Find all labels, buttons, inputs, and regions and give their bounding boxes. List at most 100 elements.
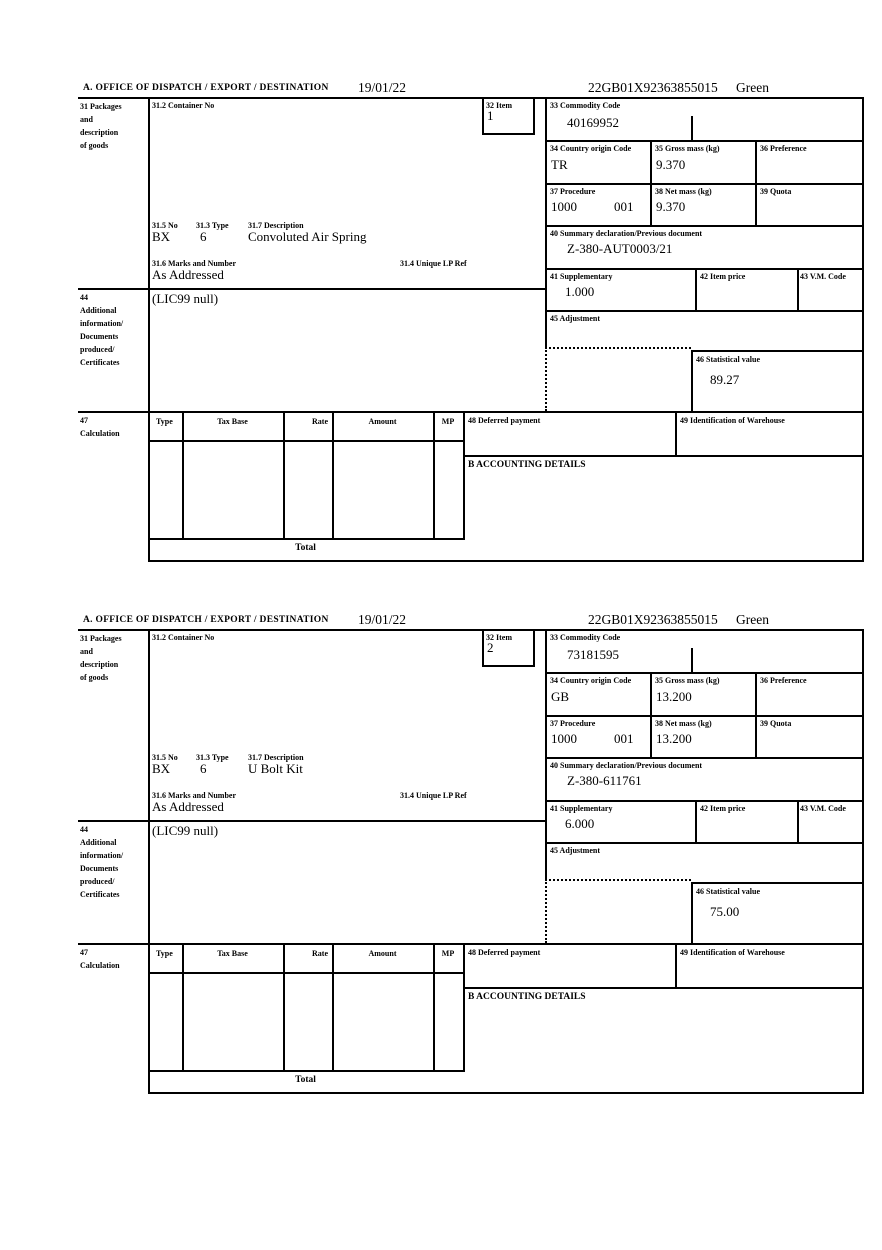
warehouse-id-label: 49 Identification of Warehouse bbox=[680, 416, 785, 425]
divider bbox=[695, 268, 697, 310]
supplementary-label: 41 Supplementary bbox=[550, 272, 613, 281]
box47-calculation-label: 47 Calculation bbox=[80, 416, 120, 438]
quota-label: 39 Quota bbox=[760, 719, 792, 728]
divider bbox=[545, 268, 864, 270]
calc-tax-base-header: Tax Base bbox=[217, 417, 248, 426]
divider bbox=[78, 411, 864, 413]
box44-additional-label: 44 Additional information/ Documents pro… bbox=[80, 825, 124, 899]
marks-number-label: 31.6 Marks and Number bbox=[152, 259, 237, 268]
divider bbox=[283, 943, 285, 1070]
preference-label: 36 Preference bbox=[760, 676, 807, 685]
summary-declaration-value: Z-380-AUT0003/21 bbox=[567, 241, 673, 256]
divider bbox=[482, 133, 535, 135]
procedure-code-value: 1000 bbox=[551, 199, 577, 214]
country-origin-label: 34 Country origin Code bbox=[550, 676, 632, 685]
summary-declaration-value: Z-380-611761 bbox=[567, 773, 642, 788]
description-value: U Bolt Kit bbox=[248, 761, 303, 776]
divider bbox=[545, 310, 864, 312]
item-no-label: 32 Item bbox=[486, 101, 512, 110]
dotted-divider bbox=[545, 347, 547, 411]
divider bbox=[650, 140, 652, 225]
commodity-code-divider bbox=[691, 648, 693, 672]
package-type-label: 31.3 Type bbox=[196, 753, 229, 762]
office-of-dispatch-title: A. OFFICE OF DISPATCH / EXPORT / DESTINA… bbox=[83, 83, 329, 93]
divider bbox=[691, 350, 864, 352]
gross-mass-label: 35 Gross mass (kg) bbox=[655, 144, 720, 153]
divider bbox=[533, 629, 535, 667]
divider bbox=[675, 411, 677, 455]
divider bbox=[545, 842, 864, 844]
divider bbox=[691, 350, 693, 411]
statistical-value: 89.27 bbox=[710, 372, 740, 387]
container-no-label: 31.2 Container No bbox=[152, 633, 215, 642]
box44-additional-label: 44 Additional information/ Documents pro… bbox=[80, 293, 124, 367]
quota-label: 39 Quota bbox=[760, 187, 792, 196]
unique-lp-ref-label: 31.4 Unique LP Ref bbox=[400, 791, 467, 800]
vm-code-label: 43 V.M. Code bbox=[800, 272, 846, 281]
divider bbox=[332, 411, 334, 538]
item-no-value: 2 bbox=[487, 640, 494, 655]
divider bbox=[148, 538, 465, 540]
divider bbox=[545, 225, 864, 227]
marks-number-value: As Addressed bbox=[152, 799, 224, 814]
dotted-divider bbox=[545, 879, 691, 881]
divider bbox=[332, 943, 334, 1070]
divider bbox=[545, 757, 864, 759]
customs-item-form: A. OFFICE OF DISPATCH / EXPORT / DESTINA… bbox=[78, 80, 864, 564]
box31-packages-label: 31 Packages and description of goods bbox=[80, 634, 122, 682]
package-type-label: 31.3 Type bbox=[196, 221, 229, 230]
commodity-code-label: 33 Commodity Code bbox=[550, 101, 621, 110]
deferred-payment-label: 48 Deferred payment bbox=[468, 416, 541, 425]
divider bbox=[482, 97, 484, 135]
office-of-dispatch-title: A. OFFICE OF DISPATCH / EXPORT / DESTINA… bbox=[83, 615, 329, 625]
statistical-value-label: 46 Statistical value bbox=[696, 355, 760, 364]
divider bbox=[545, 800, 864, 802]
description-label: 31.7 Description bbox=[248, 753, 304, 762]
package-no-label: 31.5 No bbox=[152, 753, 178, 762]
preference-label: 36 Preference bbox=[760, 144, 807, 153]
divider bbox=[78, 820, 547, 822]
divider bbox=[78, 629, 864, 631]
calc-mp-header: MP bbox=[441, 949, 455, 958]
divider bbox=[148, 972, 465, 974]
marks-number-label: 31.6 Marks and Number bbox=[152, 791, 237, 800]
country-origin-value: GB bbox=[551, 689, 570, 704]
routing-status: Green bbox=[736, 80, 769, 95]
commodity-code-label: 33 Commodity Code bbox=[550, 633, 621, 642]
calc-total-label: Total bbox=[295, 1075, 316, 1085]
package-type-value: 6 bbox=[200, 761, 207, 776]
country-origin-label: 34 Country origin Code bbox=[550, 144, 632, 153]
divider bbox=[545, 183, 864, 185]
item-no-label: 32 Item bbox=[486, 633, 512, 642]
procedure-ext-value: 001 bbox=[614, 199, 634, 214]
divider bbox=[148, 560, 864, 562]
divider bbox=[862, 97, 864, 562]
calc-total-label: Total bbox=[295, 543, 316, 553]
customs-item-form: A. OFFICE OF DISPATCH / EXPORT / DESTINA… bbox=[78, 612, 864, 1096]
divider bbox=[182, 411, 184, 538]
divider bbox=[691, 882, 864, 884]
divider bbox=[433, 411, 435, 538]
summary-declaration-label: 40 Summary declaration/Previous document bbox=[550, 761, 703, 770]
procedure-ext-value: 001 bbox=[614, 731, 634, 746]
divider bbox=[545, 629, 547, 879]
divider bbox=[797, 268, 799, 310]
divider bbox=[675, 943, 677, 987]
divider bbox=[463, 943, 465, 1070]
divider bbox=[755, 140, 757, 225]
calc-rate-header: Rate bbox=[312, 949, 328, 958]
package-no-value: BX bbox=[152, 229, 171, 244]
divider bbox=[482, 665, 535, 667]
net-mass-label: 38 Net mass (kg) bbox=[655, 719, 712, 728]
divider bbox=[148, 629, 150, 1094]
warehouse-id-label: 49 Identification of Warehouse bbox=[680, 948, 785, 957]
item-no-value: 1 bbox=[487, 108, 494, 123]
declaration-reference: 22GB01X92363855015 bbox=[588, 80, 718, 95]
divider bbox=[482, 629, 484, 667]
supplementary-value: 1.000 bbox=[565, 284, 595, 299]
gross-mass-label: 35 Gross mass (kg) bbox=[655, 676, 720, 685]
routing-status: Green bbox=[736, 612, 769, 627]
divider bbox=[463, 455, 864, 457]
dotted-divider bbox=[545, 879, 547, 943]
divider bbox=[755, 672, 757, 757]
